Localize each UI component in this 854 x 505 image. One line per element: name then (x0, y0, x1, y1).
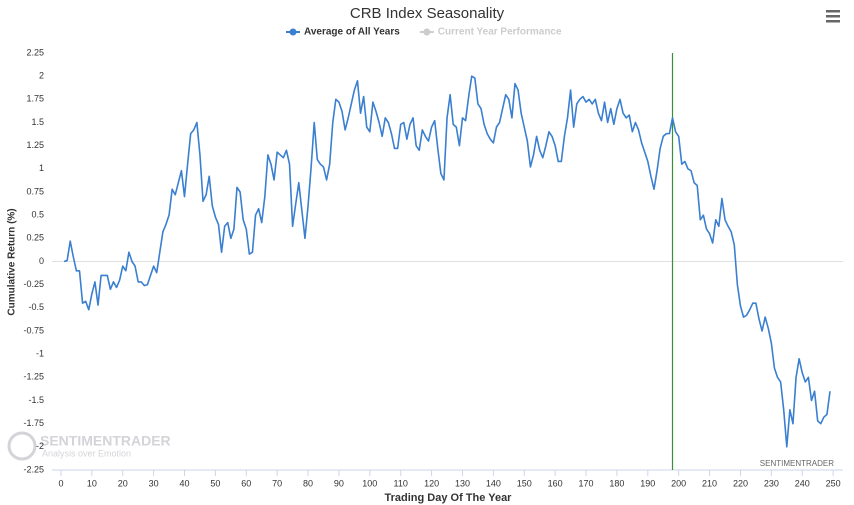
y-tick-label: 0 (39, 256, 44, 266)
y-tick-label: 0.25 (26, 233, 44, 243)
y-tick-label: 2 (39, 71, 44, 81)
y-tick-label: -0.5 (28, 302, 44, 312)
x-tick-label: 10 (87, 478, 97, 488)
menu-button[interactable] (826, 10, 840, 23)
menu-bar (826, 15, 840, 18)
menu-bar (826, 10, 840, 13)
y-axis-title: Cumulative Return (%) (7, 208, 18, 315)
x-tick-label: 100 (362, 478, 377, 488)
y-tick-label: 1 (39, 163, 44, 173)
x-tick-label: 0 (58, 478, 63, 488)
x-tick-label: 60 (241, 478, 251, 488)
y-tick-label: 1.75 (26, 94, 44, 104)
legend-label: Average of All Years (304, 27, 400, 38)
y-tick-label: 0.75 (26, 186, 44, 196)
legend-symbol (289, 28, 297, 36)
x-tick-label: 130 (455, 478, 470, 488)
y-tick-label: 1.25 (26, 140, 44, 150)
y-tick-label: -1 (36, 349, 44, 359)
legend-symbol (423, 28, 431, 36)
x-tick-label: 240 (795, 478, 810, 488)
credits: SENTIMENTRADER (760, 459, 834, 468)
y-tick-label: -0.75 (23, 325, 44, 335)
series-line (63, 75, 831, 448)
menu-bar (826, 20, 840, 23)
watermark: SENTIMENTRADER Analysis over Emotion (7, 431, 171, 461)
watermark-tagline: Analysis over Emotion (42, 448, 131, 458)
legend-item[interactable]: Current Year Performance (419, 27, 562, 38)
x-tick-label: 150 (517, 478, 532, 488)
watermark-brand: SENTIMENTRADER (40, 433, 171, 449)
y-tick-label: -2 (36, 441, 44, 451)
y-tick-label: 0.5 (31, 210, 44, 220)
y-tick-label: -1.25 (23, 372, 44, 382)
y-tick-label: -1.75 (23, 418, 44, 428)
x-tick-label: 50 (210, 478, 220, 488)
x-tick-label: 140 (486, 478, 501, 488)
watermark-icon (7, 431, 37, 461)
x-tick-label: 90 (334, 478, 344, 488)
x-tick-label: 210 (702, 478, 717, 488)
x-tick-label: 190 (640, 478, 655, 488)
x-tick-label: 160 (548, 478, 563, 488)
x-axis-title: Trading Day Of The Year (385, 492, 513, 504)
y-tick-label: -1.5 (28, 395, 44, 405)
x-tick-label: 80 (303, 478, 313, 488)
x-tick-label: 170 (579, 478, 594, 488)
y-tick-label: -0.25 (23, 279, 44, 289)
x-tick-label: 250 (826, 478, 841, 488)
x-tick-label: 120 (424, 478, 439, 488)
x-tick-label: 20 (118, 478, 128, 488)
legend-item[interactable]: Average of All Years (286, 27, 400, 38)
legend-label: Current Year Performance (438, 27, 562, 38)
x-tick-label: 180 (609, 478, 624, 488)
x-tick-label: 110 (394, 478, 408, 488)
y-tick-label: 2.25 (26, 47, 44, 57)
x-tick-label: 220 (733, 478, 748, 488)
x-tick-label: 40 (179, 478, 189, 488)
chart-title: CRB Index Seasonality (350, 5, 505, 22)
y-tick-label: 1.5 (31, 117, 44, 127)
x-tick-label: 30 (149, 478, 159, 488)
x-tick-label: 70 (272, 478, 282, 488)
x-tick-label: 200 (671, 478, 686, 488)
x-tick-label: 230 (764, 478, 779, 488)
y-tick-label: -2.25 (23, 464, 44, 474)
